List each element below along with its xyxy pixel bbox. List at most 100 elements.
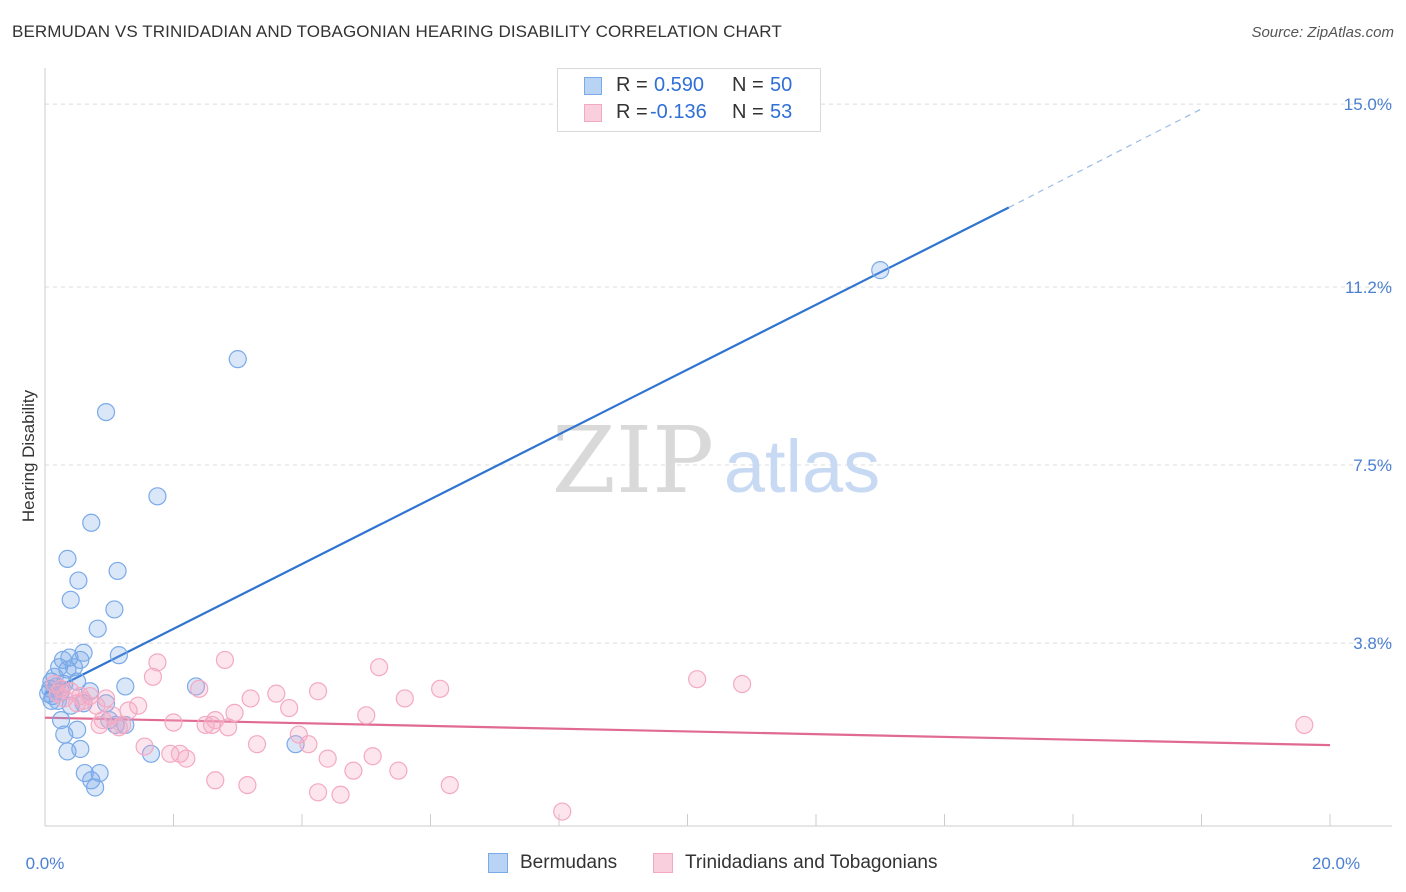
y-tick-label: 11.2%	[1345, 278, 1392, 297]
point-bermudans	[68, 720, 87, 739]
point-trinidadians	[148, 653, 167, 672]
trend-lines	[44, 108, 1331, 747]
point-trinidadians	[143, 667, 163, 686]
x-tick-labels: 0.0% 20.0%	[26, 854, 1360, 873]
point-trinidadians	[206, 771, 225, 790]
watermark-zip: ZIP	[552, 407, 714, 514]
point-trinidadians	[96, 689, 116, 708]
legend-swatch-bermudans	[584, 77, 602, 95]
point-trinidadians	[318, 749, 337, 768]
point-trinidadians	[308, 682, 328, 701]
axes	[44, 68, 1392, 827]
point-bermudans	[148, 487, 167, 506]
legend-r-label: R =	[616, 101, 648, 123]
data-points	[39, 261, 1314, 821]
point-trinidadians	[431, 679, 450, 698]
legend-r-value: -0.136	[650, 101, 707, 123]
point-bermudans	[75, 763, 94, 783]
point-trinidadians	[241, 689, 260, 708]
legend-r-label: R =	[616, 74, 648, 96]
point-trinidadians	[440, 775, 459, 795]
y-tick-label: 3.8%	[1353, 634, 1392, 653]
point-trinidadians	[93, 711, 112, 730]
point-bermudans	[60, 648, 79, 667]
chart-source: Source: ZipAtlas.com	[1251, 24, 1394, 41]
point-bermudans	[64, 658, 84, 677]
point-trinidadians	[289, 725, 308, 744]
point-trinidadians	[196, 715, 215, 735]
point-bermudans	[82, 513, 101, 532]
point-trinidadians	[247, 735, 267, 754]
watermark: ZIP atlas	[552, 407, 880, 514]
point-trinidadians	[1295, 715, 1314, 735]
bottom-legend-label-bermudans: Bermudans	[520, 852, 618, 873]
trend-line-trinidadians	[44, 716, 1331, 747]
bottom-legend-label-trinidadians: Trinidadians and Tobagonians	[685, 852, 938, 873]
bottom-legend-swatch-trinidadians	[653, 853, 673, 873]
x-tick-label: 0.0%	[26, 854, 65, 873]
point-trinidadians	[308, 783, 328, 802]
point-bermudans	[61, 590, 80, 609]
point-trinidadians	[135, 737, 154, 756]
y-tick-label: 7.5%	[1353, 456, 1392, 475]
bottom-legend-swatch-bermudans	[488, 853, 508, 873]
legend-r-value: 0.590	[654, 74, 705, 96]
point-trinidadians	[90, 715, 109, 735]
point-trinidadians	[344, 761, 363, 780]
legend-swatch-trinidadians	[584, 104, 602, 122]
point-trinidadians	[71, 686, 90, 706]
legend-n-value: 50	[770, 74, 793, 96]
point-bermudans	[71, 739, 90, 759]
correlation-legend: R = 0.590 N = 50 R = -0.136 N = 53	[557, 68, 821, 132]
point-trinidadians	[109, 718, 128, 737]
point-trinidadians	[357, 706, 376, 725]
x-tick-label: 20.0%	[1312, 854, 1360, 873]
point-trinidadians	[190, 679, 209, 698]
watermark-atlas: atlas	[724, 425, 880, 508]
point-trinidadians	[363, 747, 382, 766]
point-trinidadians	[215, 650, 234, 670]
point-bermudans	[141, 744, 161, 763]
trend-line-bermudans-extension	[1008, 108, 1202, 209]
point-bermudans	[74, 643, 93, 662]
point-bermudans	[871, 261, 890, 280]
point-trinidadians	[395, 689, 414, 708]
point-trinidadians	[129, 696, 148, 715]
point-trinidadians	[177, 749, 196, 768]
point-bermudans	[105, 600, 124, 619]
point-trinidadians	[389, 761, 408, 780]
y-axis-label: Hearing Disability	[19, 389, 38, 522]
point-trinidadians	[299, 735, 318, 754]
trend-line-bermudans	[44, 206, 1010, 695]
y-tick-labels: 3.8% 7.5% 11.2% 15.0%	[1344, 95, 1392, 653]
point-trinidadians	[225, 703, 244, 722]
y-tick-label: 15.0%	[1344, 95, 1392, 114]
chart-title: BERMUDAN VS TRINIDADIAN AND TOBAGONIAN H…	[12, 22, 782, 41]
grid	[45, 103, 1392, 644]
point-bermudans	[109, 646, 128, 665]
point-trinidadians	[733, 674, 752, 694]
point-trinidadians	[280, 698, 299, 718]
point-bermudans	[228, 350, 247, 369]
point-trinidadians	[553, 802, 572, 821]
point-trinidadians	[119, 701, 138, 720]
point-trinidadians	[267, 684, 286, 703]
point-bermudans	[88, 619, 107, 638]
point-bermudans	[69, 571, 88, 590]
legend-n-label: N =	[732, 74, 764, 96]
point-bermudans	[108, 561, 127, 581]
point-bermudans	[58, 549, 77, 568]
point-bermudans	[51, 711, 71, 730]
point-bermudans	[116, 677, 135, 696]
point-trinidadians	[370, 658, 389, 677]
point-trinidadians	[238, 775, 257, 795]
point-trinidadians	[164, 713, 183, 732]
point-trinidadians	[688, 670, 707, 689]
point-bermudans	[90, 763, 109, 783]
point-trinidadians	[331, 785, 350, 804]
point-bermudans	[96, 402, 116, 422]
point-bermudans	[186, 677, 206, 696]
point-bermudans	[86, 778, 105, 797]
point-bermudans	[68, 672, 87, 691]
